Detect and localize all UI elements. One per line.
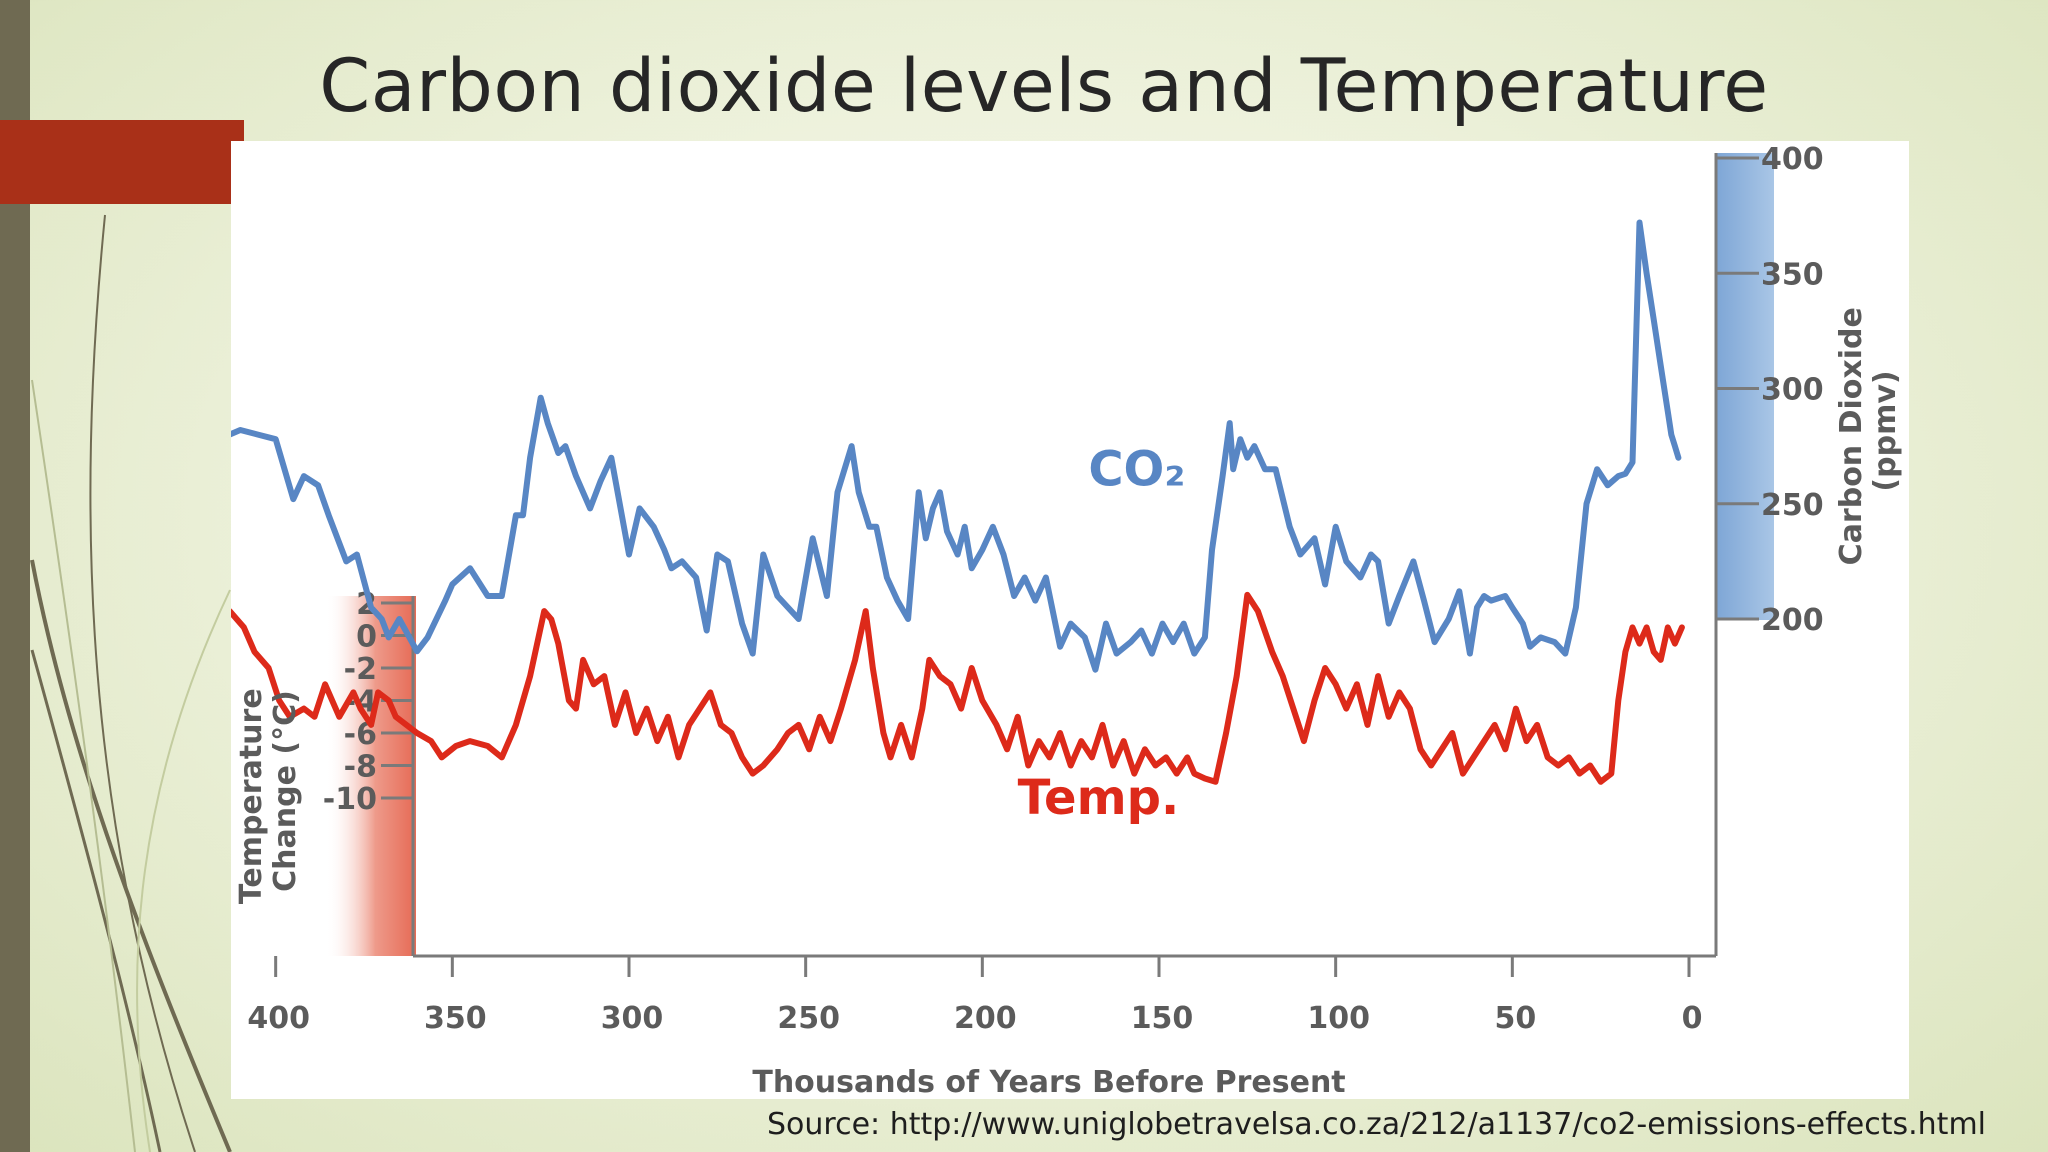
x-tick-label: 50 [1494,1001,1536,1036]
co2-temperature-chart: 400 350 300 250 200 150 100 50 0 20-2-4-6-8-10 4… [231,142,1903,1099]
x-tick-label: 150 [1131,1001,1194,1036]
temperature-axis-band [326,596,416,956]
temp-series-label: Temp. [1018,770,1180,826]
decorative-swoosh [30,214,232,1152]
x-axis-title: Thousands of Years Before Present [752,1065,1345,1099]
x-tick-label: 250 [777,1001,840,1036]
temperature-axis-title-line-2: Change (°C) [268,690,303,892]
temperature-axis-title-line-1: Temperature [234,688,269,904]
series-lines [231,219,1685,785]
title-accent-tab [0,120,244,204]
co2-axis-title: Carbon Dioxide (ppmv) [1834,297,1903,566]
slide-title: Carbon dioxide levels and Temperature [319,44,1769,129]
temperature-series-line [231,591,1685,785]
temperature-tick-label: 2 [356,587,377,622]
x-tick-label: 200 [954,1001,1017,1036]
x-axis-ticks: 400 350 300 250 200 150 100 50 0 [247,956,1702,1036]
co2-tick-label: 300 [1761,373,1824,408]
temperature-tick-label: -10 [323,782,377,817]
x-tick-label: 300 [601,1001,664,1036]
co2-axis-title-line-2: (ppmv) [1868,370,1903,491]
co2-series-label: CO₂ [1088,441,1185,497]
chart-panel: 400 350 300 250 200 150 100 50 0 2 0 -2 -4 -6 -8 -10 4… [231,141,1909,1099]
co2-tick-label: 350 [1761,257,1824,292]
co2-series-line [231,219,1682,673]
co2-tick-label: 400 [1761,142,1824,177]
co2-axis-band [1716,153,1774,620]
co2-tick-label: 250 [1761,488,1824,523]
x-tick-label: 350 [424,1001,487,1036]
x-tick-label: 100 [1307,1001,1370,1036]
temperature-tick-label: -2 [344,652,377,687]
source-citation: Source: http://www.uniglobetravelsa.co.z… [767,1107,1986,1142]
co2-axis-ticks: 400 350 300 250 200 [1716,142,1824,638]
temperature-tick-label: 0 [356,620,377,655]
temperature-axis-title: Temperature Change (°C) [234,678,303,904]
co2-axis-title-line-1: Carbon Dioxide [1834,307,1869,565]
x-tick-label: 0 [1682,1001,1703,1036]
co2-tick-label: 200 [1761,603,1824,638]
temperature-tick-label: -8 [344,750,377,785]
x-tick-label: 400 [247,1001,310,1036]
